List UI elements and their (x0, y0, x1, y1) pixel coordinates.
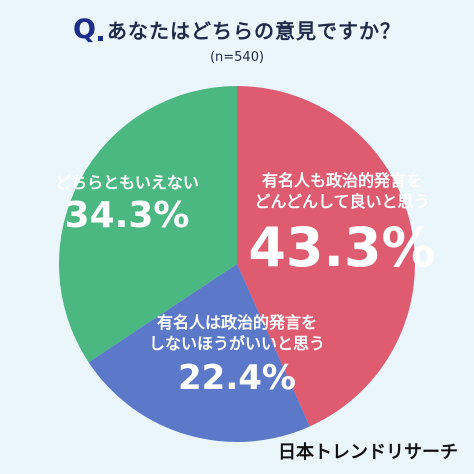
agree-value-label: 43.3% (248, 216, 436, 279)
disagree-caption-line2: しないほうがいいと思う (148, 334, 325, 353)
pie-slice-agree (237, 86, 416, 427)
agree-caption-line1: 有名人も政治的発言を (261, 171, 422, 190)
slice-label-neutral: どちらともいえない 34.3% (22, 172, 232, 236)
brand-logo-text: 日本トレンドリサーチ (278, 442, 458, 463)
chart-question: あなたはどちらの意見ですか？ (107, 19, 402, 43)
pie-slice-neutral (59, 86, 237, 363)
pie-slice-disagree (88, 264, 310, 442)
agree-caption-line2: どんどんして良いと思う (254, 192, 430, 211)
slice-label-disagree: 有名人は政治的発言を しないほうがいいと思う 22.4% (112, 312, 362, 398)
neutral-value-label: 34.3% (64, 195, 190, 236)
disagree-value-label: 22.4% (178, 358, 296, 398)
slice-label-agree: 有名人も政治的発言を どんどんして良いと思う 43.3% (222, 170, 462, 279)
q-mark: Q (72, 14, 103, 45)
disagree-caption-line1: 有名人は政治的発言を (156, 313, 317, 332)
neutral-caption: どちらともいえない (55, 173, 199, 192)
sample-size: (n=540) (209, 50, 265, 65)
chart-header: Q あなたはどちらの意見ですか？ (0, 14, 474, 45)
